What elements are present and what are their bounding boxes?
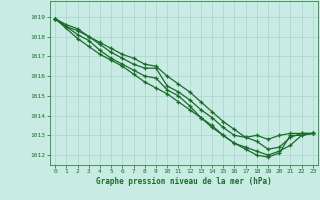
X-axis label: Graphe pression niveau de la mer (hPa): Graphe pression niveau de la mer (hPa) bbox=[96, 177, 272, 186]
